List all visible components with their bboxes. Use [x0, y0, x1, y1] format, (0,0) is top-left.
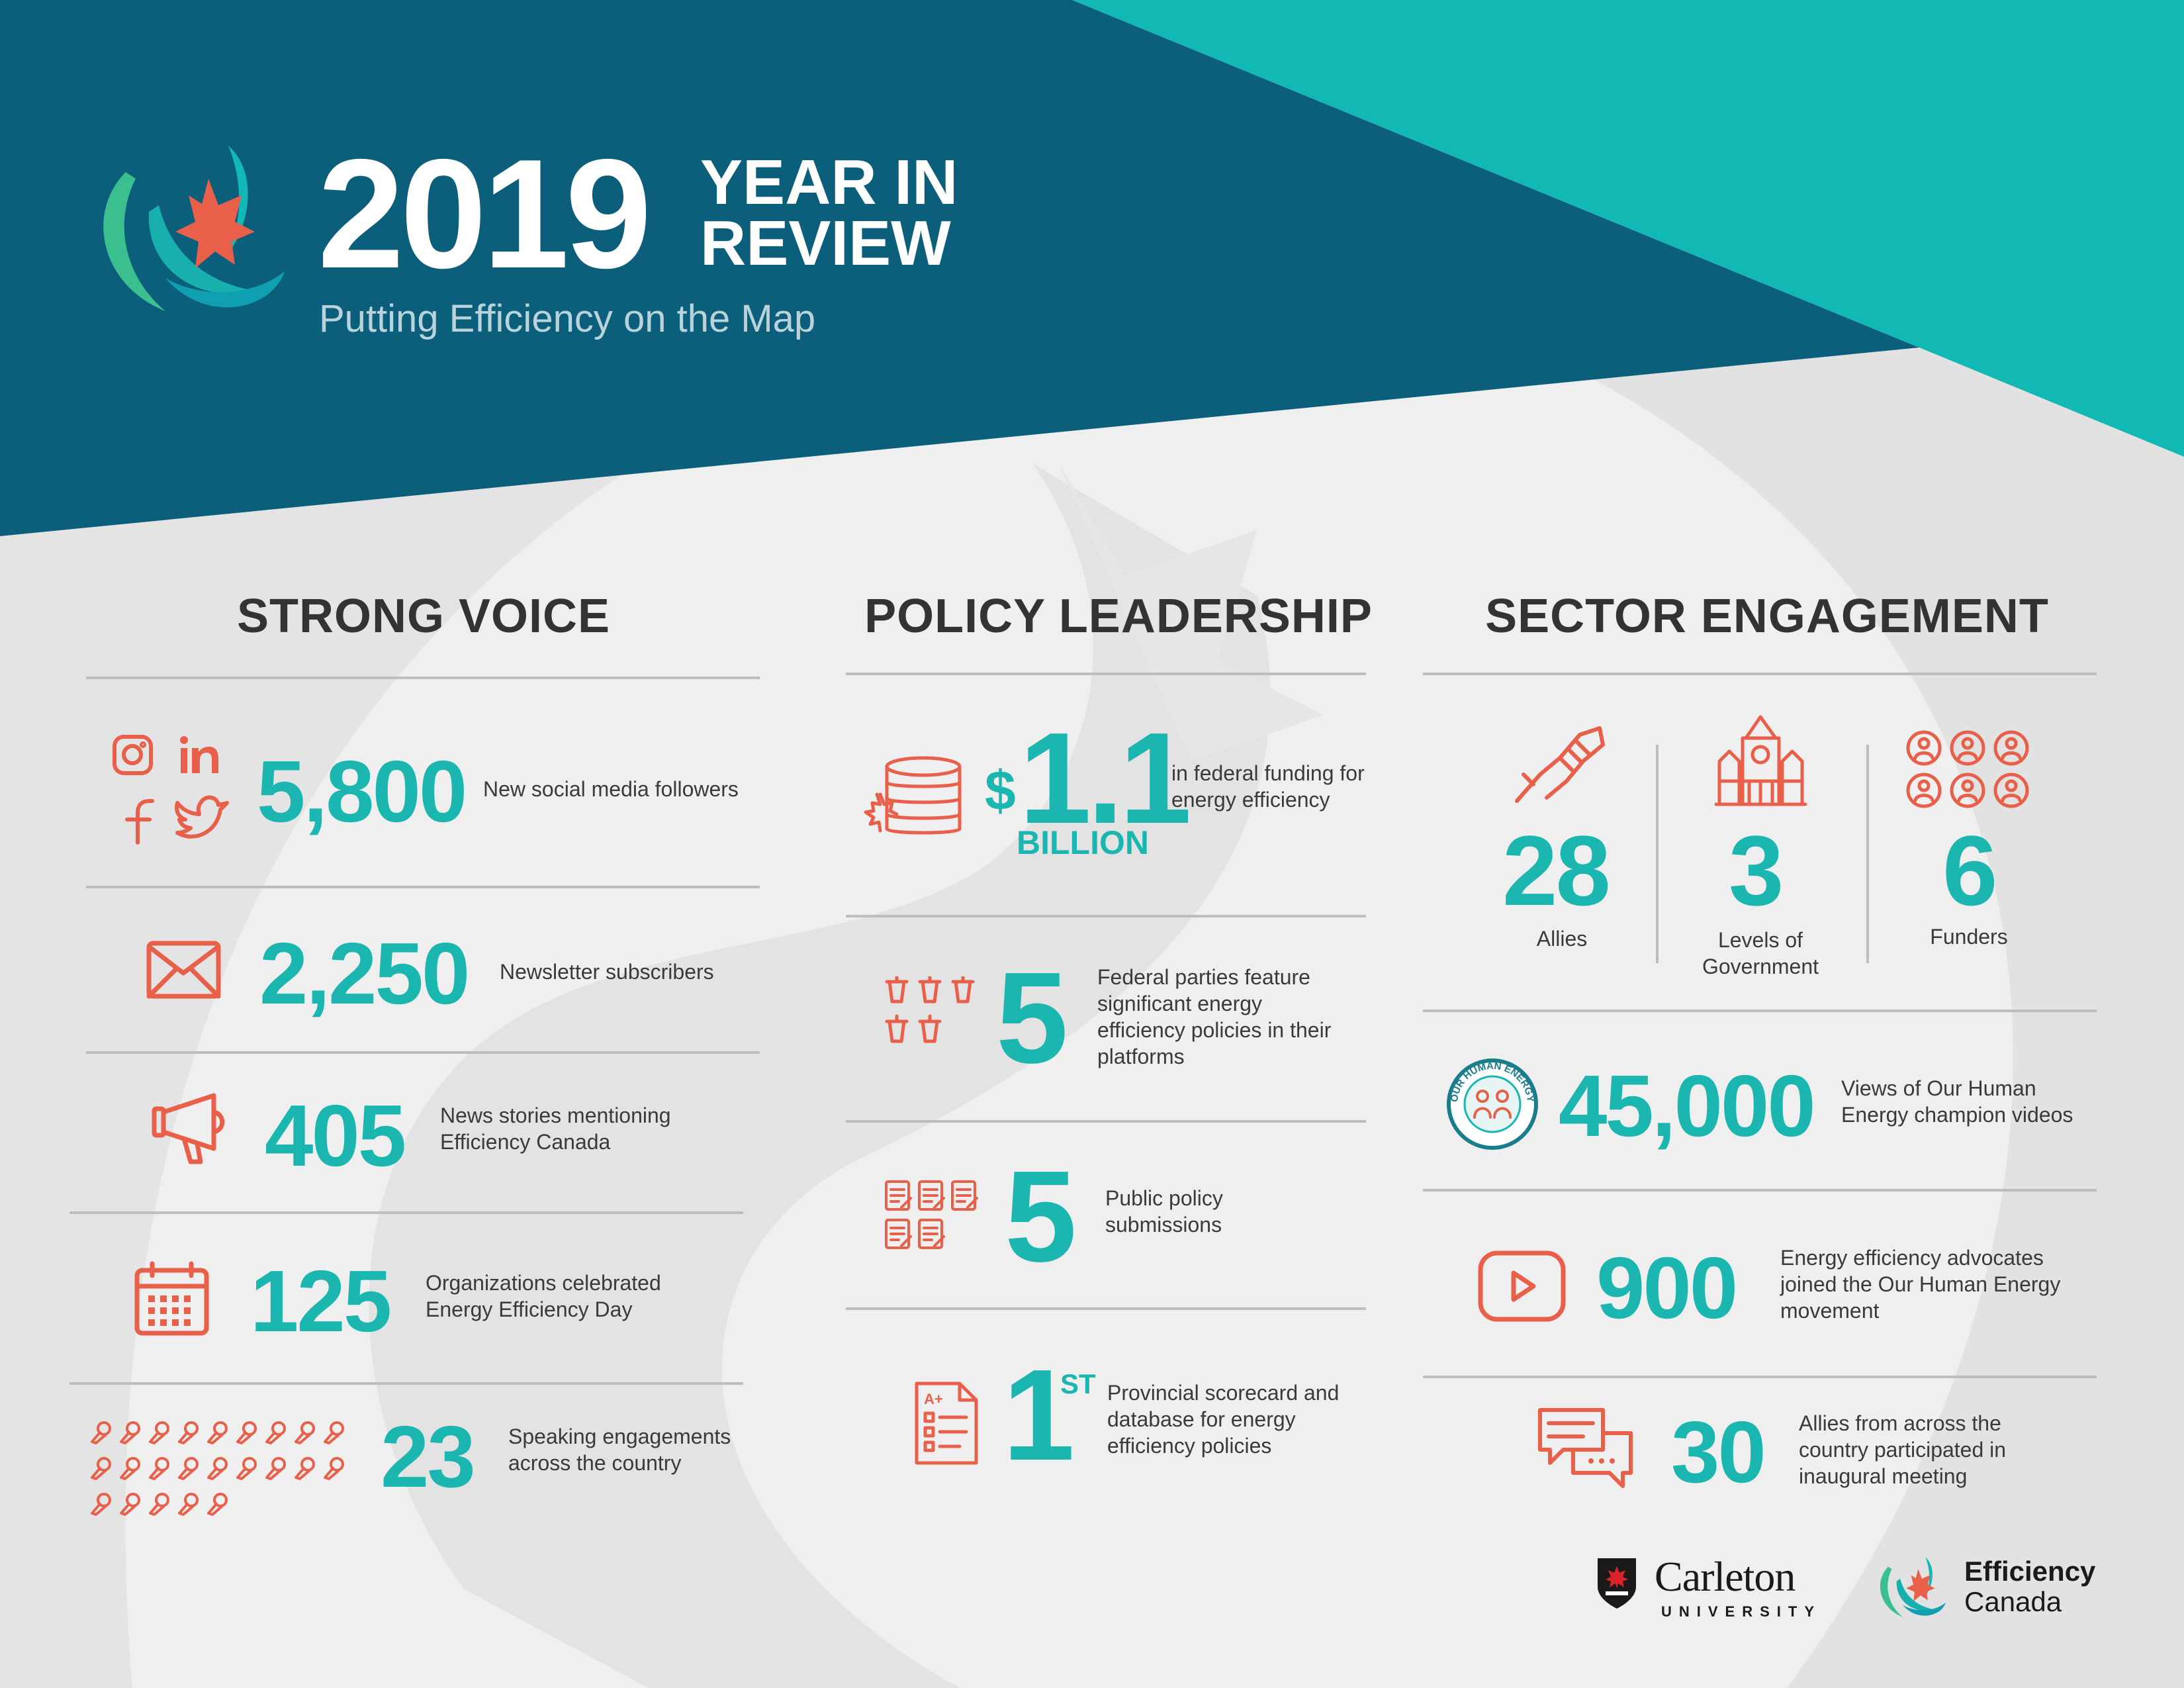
stat-speaking-label: Speaking engagements across the country [508, 1425, 731, 1475]
linkedin-icon [180, 736, 218, 773]
carleton-name: Carleton [1655, 1553, 1796, 1600]
carleton-crest-icon [1596, 1557, 1637, 1610]
divider [846, 1120, 1366, 1123]
header-title-line2: REVIEW [700, 208, 951, 279]
divider [86, 1051, 760, 1054]
stat-newsletter-value: 2,250 [259, 925, 470, 1022]
stat-submissions-label: Public policy submissions [1105, 1186, 1223, 1237]
stat-submissions-value: 5 [1005, 1144, 1077, 1289]
divider [1423, 673, 2097, 675]
facebook-icon [125, 799, 154, 845]
funding-label: in federal funding for energy efficiency [1171, 761, 1365, 812]
divider [846, 673, 1366, 675]
stat-efficiency-day-label: Organizations celebrated Energy Efficien… [426, 1271, 661, 1321]
microphone-icons [89, 1417, 361, 1529]
coins-icon [860, 755, 973, 841]
stat-parties-value: 5 [996, 945, 1068, 1090]
divider [86, 677, 760, 679]
stat-meeting-value: 30 [1671, 1403, 1766, 1501]
document-icon [884, 1180, 983, 1252]
stat-allies-label: Allies [1536, 927, 1588, 951]
stat-scorecard-superscript: ST [1060, 1368, 1096, 1399]
envelope-icon [146, 940, 222, 1000]
funding-value: 1.1 [1019, 706, 1191, 851]
stat-funders-label: Funders [1930, 925, 2008, 949]
people-icon [1906, 730, 2035, 813]
parliament-icon [1713, 715, 1809, 811]
divider [69, 1211, 743, 1214]
stat-newsletter-label: Newsletter subscribers [500, 960, 714, 984]
efficiency-canada-logo [86, 132, 291, 324]
stat-government-label: Levels of Government [1702, 928, 1819, 978]
stat-efficiency-day-value: 125 [250, 1252, 392, 1350]
header-title-line1: YEAR IN [700, 147, 958, 218]
scorecard-icon: A+ [913, 1380, 979, 1466]
divider [1423, 1009, 2097, 1012]
podium-icon [884, 976, 977, 1049]
divider [1423, 1189, 2097, 1192]
stat-advocates-label: Energy efficiency advocates joined the O… [1780, 1246, 2061, 1323]
carleton-sub: UNIVERSITY [1661, 1603, 1822, 1620]
ec-line2: Canada [1964, 1586, 2062, 1617]
stat-social-followers-value: 5,800 [257, 743, 467, 840]
stat-allies-value: 28 [1502, 815, 1611, 926]
divider [846, 1307, 1366, 1310]
divider [846, 915, 1366, 917]
stat-news-label: News stories mentioning Efficiency Canad… [440, 1103, 671, 1154]
svg-text:A+: A+ [924, 1391, 943, 1407]
stat-scorecard-value: 1 [1003, 1342, 1075, 1487]
calendar-icon [134, 1261, 210, 1337]
stat-parties-label: Federal parties feature significant ener… [1097, 965, 1332, 1068]
stat-meeting-label: Allies from across the country participa… [1799, 1411, 2007, 1488]
instagram-icon [113, 735, 153, 775]
ec-line1: Efficiency [1964, 1556, 2096, 1587]
stat-advocates-value: 900 [1596, 1239, 1738, 1336]
divider [69, 1382, 743, 1385]
stat-government-value: 3 [1729, 815, 1784, 926]
stat-funders-value: 6 [1942, 815, 1997, 926]
twitter-icon [175, 795, 229, 839]
divider [86, 886, 760, 888]
divider [1423, 1376, 2097, 1378]
vertical-divider [1656, 745, 1659, 963]
stat-speaking-value: 23 [381, 1408, 476, 1505]
megaphone-icon [151, 1092, 230, 1165]
our-human-energy-badge: OUR HUMAN ENERGY [1443, 1058, 1542, 1150]
sector-engagement-title: SECTOR ENGAGEMENT [1485, 590, 2049, 643]
funding-unit: BILLION [1017, 824, 1149, 861]
stat-social-followers-label: New social media followers [483, 777, 739, 801]
funding-currency: $ [985, 759, 1016, 821]
handshake-icon [1510, 722, 1610, 808]
vertical-divider [1866, 745, 1869, 963]
stat-news-value: 405 [265, 1087, 406, 1184]
strong-voice-title: STRONG VOICE [236, 590, 611, 643]
efficiency-canada-small-logo [1873, 1552, 1949, 1622]
stat-scorecard-label: Provincial scorecard and database for en… [1107, 1381, 1340, 1458]
chat-icon [1537, 1407, 1636, 1489]
stat-video-views-value: 45,000 [1559, 1057, 1816, 1154]
social-media-icons [111, 733, 230, 846]
stat-video-views-label: Views of Our Human Energy champion video… [1841, 1076, 2073, 1127]
video-play-icon [1477, 1250, 1567, 1323]
header-subtitle: Putting Efficiency on the Map [319, 297, 816, 340]
policy-leadership-title: POLICY LEADERSHIP [864, 590, 1373, 643]
header-year: 2019 [318, 126, 652, 301]
